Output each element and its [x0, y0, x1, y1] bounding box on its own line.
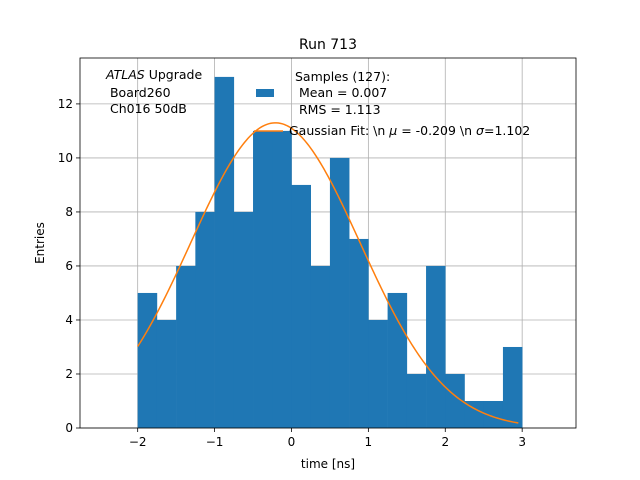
y-axis-label: Entries: [33, 222, 47, 264]
histogram-bar: [406, 373, 427, 428]
histogram-bar: [253, 130, 273, 428]
histogram-bar: [502, 346, 523, 428]
legend-samples-rms: RMS = 1.113: [295, 102, 381, 117]
annotation-atlas: ATLAS: [105, 67, 145, 82]
chart-title: Run 713: [299, 37, 357, 53]
y-ticks: 0 2 4 6 8 10 12: [58, 97, 80, 435]
histogram-bar: [156, 319, 177, 428]
histogram-bar: [272, 130, 292, 428]
histogram-bars: [137, 76, 523, 429]
histogram-bar: [426, 265, 446, 428]
histogram-bar: [176, 265, 196, 428]
gaussian-fit-line: [137, 122, 519, 424]
histogram-bar: [483, 400, 504, 428]
histogram-bar: [137, 292, 158, 428]
annotation-upgrade: Upgrade: [145, 67, 203, 82]
y-tick-label: 2: [65, 367, 73, 381]
histogram-bar: [387, 292, 408, 428]
x-tick-label: 3: [518, 435, 526, 449]
histogram-bar: [349, 238, 369, 428]
axes-frame: [79, 57, 577, 429]
legend-fit-text: Gaussian Fit: \n μ = -0.209 \n σ=1.102: [289, 123, 530, 138]
y-tick-label: 4: [65, 313, 73, 327]
histogram-bar: [214, 76, 235, 429]
x-tick-label: −1: [206, 435, 224, 449]
legend-samples-title: Samples (127):: [295, 69, 390, 84]
histogram-bar: [445, 373, 465, 428]
legend-samples-mean: Mean = 0.007: [295, 85, 387, 100]
annotation-channel: Ch016 50dB: [106, 101, 187, 116]
y-tick-label: 10: [58, 151, 73, 165]
x-tick-label: −2: [129, 435, 147, 449]
annotation-board: Board260: [106, 85, 171, 100]
svg-text:ATLAS Upgrade: ATLAS Upgrade: [105, 67, 202, 82]
legend-samples-swatch: [256, 89, 274, 97]
y-tick-label: 8: [65, 205, 73, 219]
y-tick-label: 6: [65, 259, 73, 273]
x-ticks: −2 −1 0 1 2 3: [129, 428, 526, 449]
legend: Samples (127): Mean = 0.007 RMS = 1.113 …: [254, 69, 530, 138]
histogram-bar: [329, 157, 350, 428]
histogram-bar: [195, 211, 215, 428]
histogram-bar: [233, 211, 254, 428]
x-axis-label: time [ns]: [301, 457, 355, 471]
x-tick-label: 2: [441, 435, 449, 449]
y-tick-label: 0: [65, 421, 73, 435]
histogram-bar: [368, 319, 388, 428]
histogram-bar: [464, 400, 485, 428]
x-tick-label: 0: [288, 435, 296, 449]
histogram-bar: [291, 184, 311, 428]
atlas-annotation: ATLAS Upgrade Board260 Ch016 50dB: [105, 67, 202, 116]
histogram-bar: [310, 265, 331, 428]
x-tick-label: 1: [365, 435, 373, 449]
y-tick-label: 12: [58, 97, 73, 111]
